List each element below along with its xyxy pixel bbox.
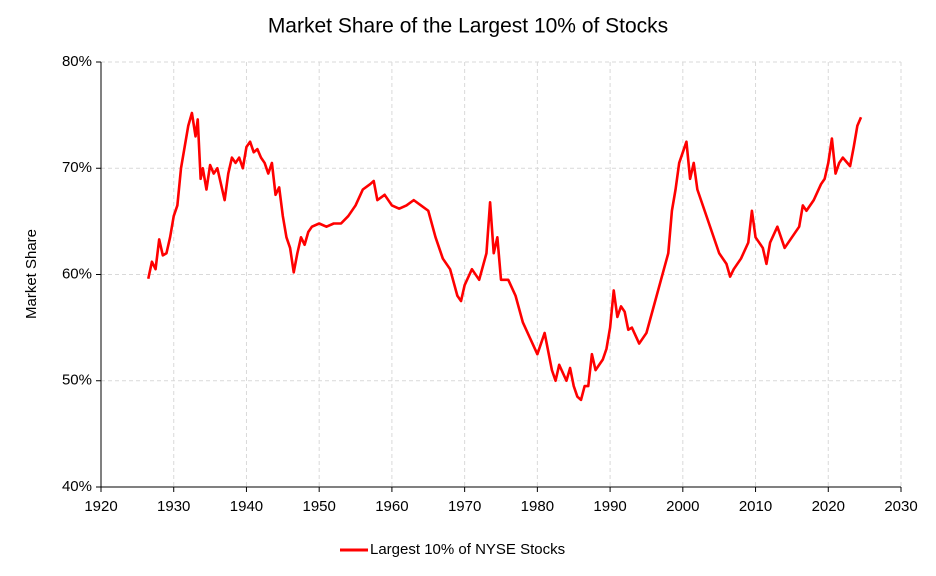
chart-title: Market Share of the Largest 10% of Stock… [268,15,668,38]
x-tick-label: 1980 [521,498,554,515]
y-tick-label: 50% [62,372,92,389]
x-tick-label: 2000 [666,498,699,515]
x-tick-label: 1930 [157,498,190,515]
x-tick-label: 2010 [739,498,772,515]
x-tick-label: 1950 [302,498,335,515]
data-line [146,111,863,402]
y-tick-label: 70% [62,159,92,176]
legend-label: Largest 10% of NYSE Stocks [370,541,565,558]
x-tick-label: 1960 [375,498,408,515]
x-tick-label: 1940 [230,498,263,515]
y-tick-label: 40% [62,478,92,495]
x-tick-label: 2020 [812,498,845,515]
x-tick-label: 1920 [84,498,117,515]
y-tick-label: 60% [62,265,92,282]
y-tick-label: 80% [62,53,92,70]
y-axis-label: Market Share [23,229,40,319]
x-tick-label: 1970 [448,498,481,515]
x-tick-label: 1990 [593,498,626,515]
x-tick-label: 2030 [884,498,917,515]
